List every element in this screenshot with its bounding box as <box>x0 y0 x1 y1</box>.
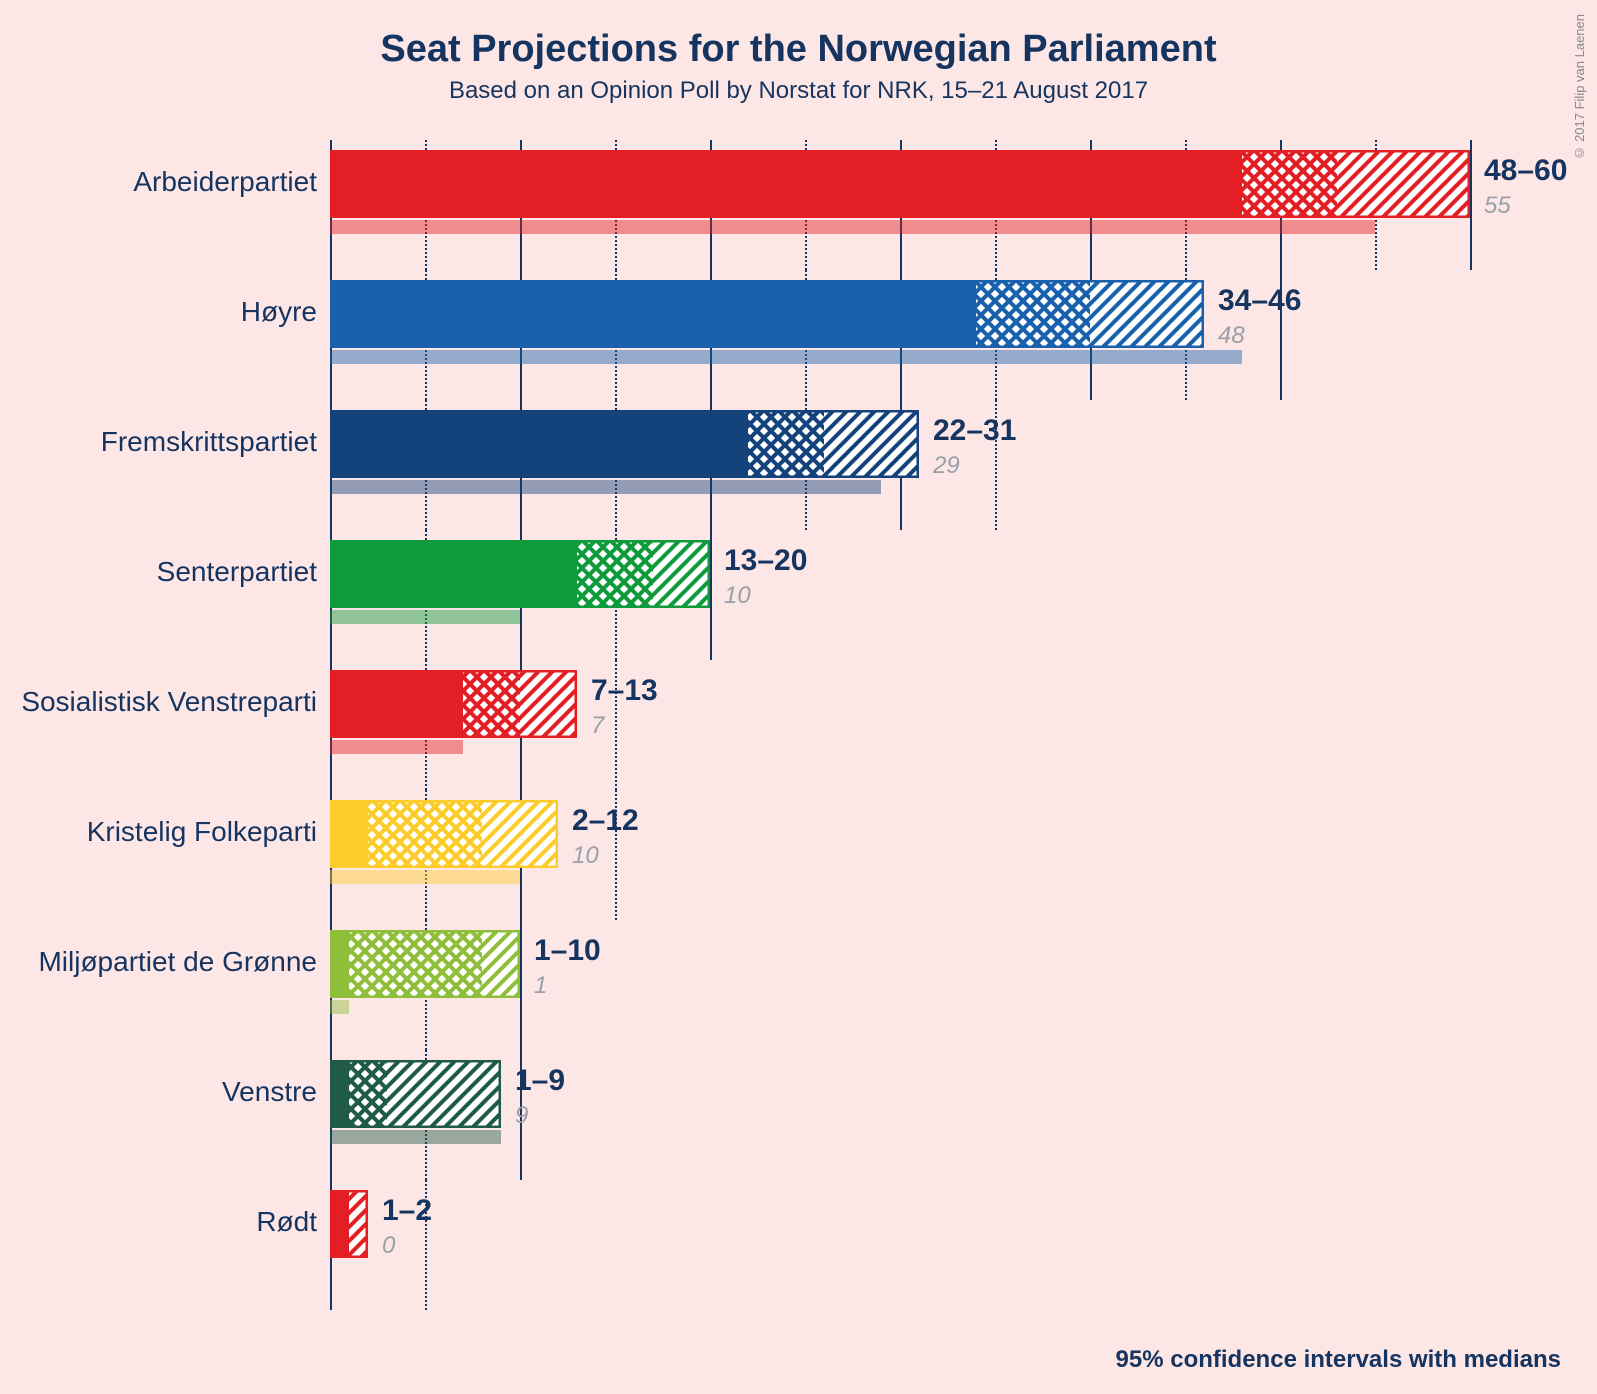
previous-bar <box>330 1000 349 1014</box>
party-row: Venstre 1–9 9 <box>0 1050 1597 1180</box>
party-label: Kristelig Folkeparti <box>0 816 317 848</box>
previous-label: 0 <box>382 1232 395 1260</box>
previous-label: 1 <box>534 972 547 1000</box>
party-row: Miljøpartiet de Grønne 1–10 1 <box>0 920 1597 1050</box>
projection-bar <box>330 670 577 738</box>
previous-bar <box>330 740 463 754</box>
party-row: Sosialistisk Venstreparti 7–13 7 <box>0 660 1597 790</box>
previous-bar <box>330 480 881 494</box>
party-row: Senterpartiet 13–20 10 <box>0 530 1597 660</box>
party-label: Venstre <box>0 1076 317 1108</box>
range-label: 1–10 <box>534 934 601 968</box>
range-label: 34–46 <box>1218 284 1301 318</box>
party-label: Sosialistisk Venstreparti <box>0 686 317 718</box>
range-label: 2–12 <box>572 804 639 838</box>
party-row: Kristelig Folkeparti 2–12 10 <box>0 790 1597 920</box>
party-row: Rødt 1–2 0 <box>0 1180 1597 1310</box>
previous-bar <box>330 220 1375 234</box>
previous-bar <box>330 350 1242 364</box>
range-label: 48–60 <box>1484 154 1567 188</box>
range-label: 13–20 <box>724 544 807 578</box>
previous-label: 48 <box>1218 322 1245 350</box>
projection-bar <box>330 540 710 608</box>
copyright: © 2017 Filip van Laenen <box>1572 14 1587 161</box>
range-label: 22–31 <box>933 414 1016 448</box>
party-label: Arbeiderpartiet <box>0 166 317 198</box>
chart-footer: 95% confidence intervals with medians <box>1116 1346 1561 1374</box>
party-label: Høyre <box>0 296 317 328</box>
party-label: Fremskrittspartiet <box>0 426 317 458</box>
previous-bar <box>330 610 520 624</box>
projection-bar <box>330 1060 501 1128</box>
range-label: 7–13 <box>591 674 658 708</box>
chart-subtitle: Based on an Opinion Poll by Norstat for … <box>0 71 1597 123</box>
previous-label: 29 <box>933 452 960 480</box>
previous-label: 55 <box>1484 192 1511 220</box>
previous-label: 10 <box>572 842 599 870</box>
party-row: Fremskrittspartiet 22–31 29 <box>0 400 1597 530</box>
projection-bar <box>330 800 558 868</box>
projection-bar <box>330 410 919 478</box>
previous-label: 9 <box>515 1102 528 1130</box>
range-label: 1–9 <box>515 1064 565 1098</box>
party-row: Høyre 34–46 48 <box>0 270 1597 400</box>
grid-major <box>520 920 522 1050</box>
grid-major <box>1470 140 1472 270</box>
previous-bar <box>330 1130 501 1144</box>
party-label: Senterpartiet <box>0 556 317 588</box>
seat-projection-chart: Arbeiderpartiet 48–60 55 Høyre 34–46 48 Fremsk… <box>0 140 1597 1350</box>
projection-bar <box>330 150 1470 218</box>
grid-major <box>710 530 712 660</box>
previous-label: 10 <box>724 582 751 610</box>
party-row: Arbeiderpartiet 48–60 55 <box>0 140 1597 270</box>
previous-bar <box>330 870 520 884</box>
projection-bar <box>330 930 520 998</box>
projection-bar <box>330 280 1204 348</box>
chart-title: Seat Projections for the Norwegian Parli… <box>0 0 1597 71</box>
projection-bar <box>330 1190 368 1258</box>
party-label: Miljøpartiet de Grønne <box>0 946 317 978</box>
party-label: Rødt <box>0 1206 317 1238</box>
range-label: 1–2 <box>382 1194 432 1228</box>
previous-label: 7 <box>591 712 604 740</box>
